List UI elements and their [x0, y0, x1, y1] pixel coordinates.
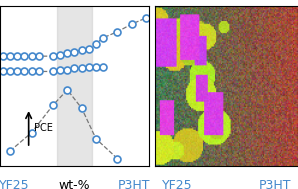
Text: wt-%: wt-% — [59, 179, 90, 189]
Text: YF25: YF25 — [0, 179, 29, 189]
Bar — [57, 6, 92, 166]
Text: P3HT: P3HT — [258, 179, 291, 189]
Text: PCE: PCE — [34, 123, 53, 133]
Text: YF25: YF25 — [162, 179, 193, 189]
Text: P3HT: P3HT — [118, 179, 150, 189]
